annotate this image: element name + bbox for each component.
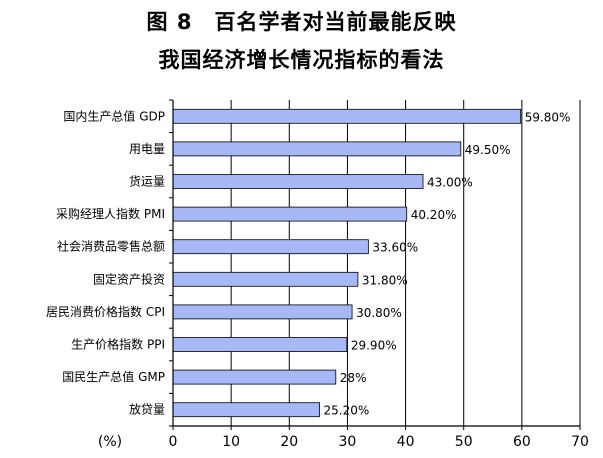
value-labels: 59.80% 49.50% 43.00% 40.20% 33.60% 31.80% 30.8… [324,110,571,417]
x-tick-label-40: 40 [397,434,415,450]
bar-6 [172,304,353,320]
bar-5 [172,271,359,287]
x-tick-label-30: 30 [339,434,357,450]
bar-4 [172,239,369,255]
value-label-2: 43.00% [427,176,473,190]
bar-7 [172,337,348,352]
x-tick-label-10: 10 [222,434,240,450]
x-tick-label-0: 0 [169,434,178,450]
bar-8 [172,369,337,385]
value-label-8: 28% [340,371,367,385]
category-label-0: 国内生产总值 GDP [63,108,165,123]
bar-3 [172,206,408,222]
value-label-4: 33.60% [372,241,418,255]
value-label-6: 30.80% [356,306,402,320]
chart-title-line1: 图 8 百名学者对当前最能反映 [146,10,457,34]
bar-0 [172,108,522,124]
category-label-9: 放贷量 [129,402,165,417]
category-label-2: 货运量 [129,174,165,189]
category-label-7: 生产价格指数 PPI [71,337,165,352]
bar-9 [172,402,320,418]
category-label-5: 固定资产投资 [93,271,165,286]
bar-1 [172,141,462,157]
chart-title-line2: 我国经济增长情况指标的看法 [158,48,445,72]
axes [169,99,581,430]
category-label-3: 采购经理人指数 PMI [56,206,165,221]
value-label-1: 49.50% [465,143,511,157]
value-label-3: 40.20% [411,208,457,222]
value-label-0: 59.80% [525,110,571,124]
category-label-6: 居民消费价格指数 CPI [46,304,165,319]
value-label-5: 31.80% [362,273,408,287]
category-label-1: 用电量 [129,142,165,156]
x-tick-label-20: 20 [280,434,298,450]
category-label-4: 社会消费品零售总额 [57,239,165,254]
bars [172,108,522,418]
x-tick-labels: 0 10 20 30 40 50 60 70 [169,434,589,450]
x-tick-label-50: 50 [455,434,473,450]
x-tick-label-70: 70 [571,434,589,450]
bar-2 [172,174,424,189]
value-label-7: 29.90% [351,339,397,353]
x-axis-unit-label: (%) [98,434,122,450]
value-label-9: 25.20% [324,404,370,418]
x-tick-label-60: 60 [513,434,531,450]
category-label-8: 国民生产总值 GMP [62,369,165,384]
